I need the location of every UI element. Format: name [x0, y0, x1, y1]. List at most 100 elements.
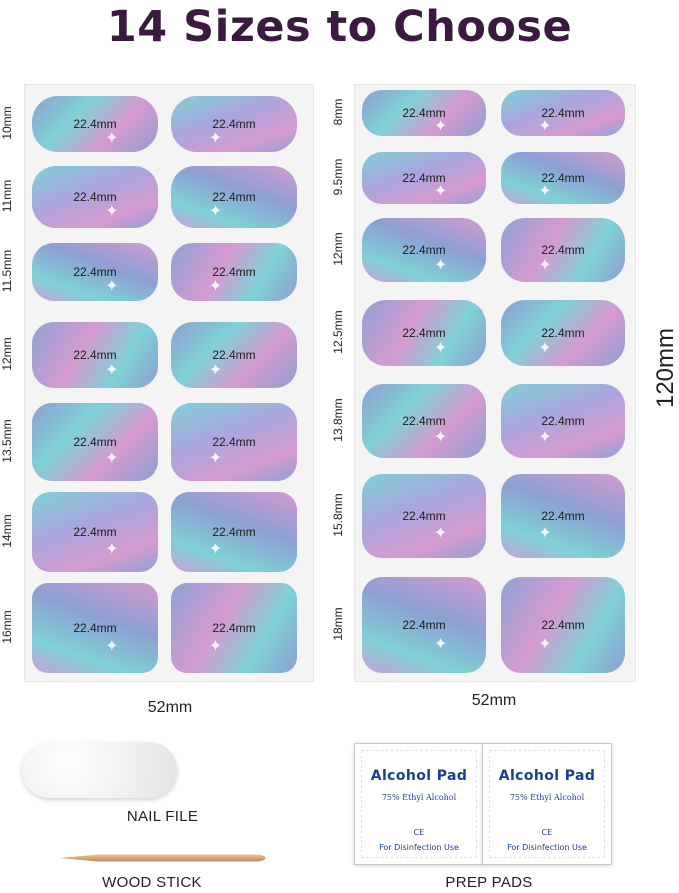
nail-swirl-pattern — [32, 322, 158, 388]
nail-swirl-pattern — [171, 96, 297, 152]
nail-swirl-pattern — [171, 492, 297, 572]
nail-swirl-pattern — [32, 96, 158, 152]
right-nail-sticker: ✦ 22.4mm — [362, 218, 486, 282]
alcohol-pad-title: Alcohol Pad — [498, 768, 596, 784]
sparkle-icon: ✦ — [538, 428, 552, 446]
left-nail-sticker: ✦ 22.4mm — [171, 492, 297, 572]
sparkle-icon: ✦ — [208, 450, 223, 468]
nail-size-label: 22.4mm — [541, 326, 585, 340]
right-nail-sticker: ✦ 22.4mm — [501, 384, 625, 458]
nail-file-image — [22, 742, 177, 798]
alcohol-pad-subtitle: 75% Ethyl Alcohol — [381, 793, 457, 802]
sparkle-icon: ✦ — [538, 183, 552, 201]
left-nail-sticker: ✦ 22.4mm — [32, 243, 158, 301]
nail-size-label: 22.4mm — [73, 435, 117, 449]
sparkle-icon: ✦ — [105, 637, 119, 655]
nail-swirl-pattern — [32, 583, 158, 673]
sparkle-icon: ✦ — [105, 450, 119, 468]
ce-mark: CE — [541, 828, 553, 837]
nail-size-label: 22.4mm — [402, 414, 446, 428]
right-nail-sticker: ✦ 22.4mm — [501, 474, 625, 558]
left-row-label: 13.5mm — [0, 419, 14, 463]
sparkle-icon: ✦ — [208, 277, 223, 295]
right-row-label: 18mm — [331, 607, 345, 641]
left-row-label: 14mm — [0, 514, 14, 548]
nail-swirl-pattern — [171, 243, 297, 301]
nail-size-label: 22.4mm — [212, 265, 256, 279]
right-nail-sticker: ✦ 22.4mm — [501, 152, 625, 204]
nail-swirl-pattern — [362, 218, 486, 282]
sparkle-icon: ✦ — [538, 525, 552, 543]
nail-size-label: 22.4mm — [73, 190, 117, 204]
sparkle-icon: ✦ — [433, 183, 448, 201]
left-nail-sticker: ✦ 22.4mm — [171, 243, 297, 301]
nail-swirl-pattern — [362, 474, 486, 558]
right-nail-sticker: ✦ 22.4mm — [362, 300, 486, 366]
nail-swirl-pattern — [501, 577, 625, 673]
left-nail-sticker: ✦ 22.4mm — [171, 322, 297, 388]
sparkle-icon: ✦ — [208, 203, 223, 221]
prep-pads-caption: PREP PADS — [445, 874, 533, 891]
sparkle-icon: ✦ — [208, 129, 223, 147]
nail-size-label: 22.4mm — [541, 243, 585, 257]
nail-swirl-pattern — [32, 492, 158, 572]
nail-swirl-pattern — [501, 300, 625, 366]
nail-size-label: 22.4mm — [73, 265, 117, 279]
left-row-label: 11mm — [0, 179, 14, 213]
nail-size-label: 22.4mm — [541, 106, 585, 120]
right-nail-sticker: ✦ 22.4mm — [501, 577, 625, 673]
left-nail-sticker: ✦ 22.4mm — [32, 403, 158, 481]
nail-size-label: 22.4mm — [402, 326, 446, 340]
left-nail-sticker: ✦ 22.4mm — [32, 583, 158, 673]
sparkle-icon: ✦ — [433, 428, 448, 446]
left-nail-sticker: ✦ 22.4mm — [32, 322, 158, 388]
nail-size-label: 22.4mm — [73, 621, 117, 635]
sparkle-icon: ✦ — [433, 256, 448, 274]
nail-size-label: 22.4mm — [212, 348, 256, 362]
alcohol-pad-footer: For Disinfection Use — [379, 843, 459, 852]
nail-size-label: 22.4mm — [541, 171, 585, 185]
sparkle-icon: ✦ — [433, 117, 448, 135]
right-sheet-height-label: 120mm — [652, 327, 679, 409]
right-nail-sticker: ✦ 22.4mm — [362, 474, 486, 558]
nail-swirl-pattern — [171, 403, 297, 481]
right-nail-sticker: ✦ 22.4mm — [362, 152, 486, 204]
nail-swirl-pattern — [362, 300, 486, 366]
nail-size-label: 22.4mm — [212, 190, 256, 204]
sparkle-icon: ✦ — [538, 256, 552, 274]
sparkle-icon: ✦ — [433, 635, 448, 653]
nail-swirl-pattern — [32, 403, 158, 481]
right-nail-sticker: ✦ 22.4mm — [362, 577, 486, 673]
nail-swirl-pattern — [501, 474, 625, 558]
nail-size-label: 22.4mm — [402, 243, 446, 257]
left-row-label: 12mm — [0, 337, 14, 371]
nail-swirl-pattern — [171, 322, 297, 388]
right-row-label: 12mm — [331, 232, 345, 266]
left-row-label: 16mm — [0, 610, 14, 644]
sparkle-icon: ✦ — [538, 117, 552, 135]
left-nail-sticker: ✦ 22.4mm — [32, 492, 158, 572]
sparkle-icon: ✦ — [433, 339, 448, 357]
pad-texture — [361, 750, 477, 858]
nail-swirl-pattern — [362, 152, 486, 204]
nail-swirl-pattern — [501, 218, 625, 282]
nail-swirl-pattern — [362, 90, 486, 136]
nail-swirl-pattern — [32, 243, 158, 301]
left-nail-sticker: ✦ 22.4mm — [32, 96, 158, 152]
right-nail-sticker: ✦ 22.4mm — [362, 384, 486, 458]
right-nail-sticker: ✦ 22.4mm — [501, 218, 625, 282]
sparkle-icon: ✦ — [208, 540, 223, 558]
left-sheet-width-label: 52mm — [147, 699, 193, 716]
alcohol-pad-subtitle: 75% Ethyl Alcohol — [509, 793, 585, 802]
sparkle-icon: ✦ — [105, 129, 119, 147]
sparkle-icon: ✦ — [538, 635, 552, 653]
alcohol-pad-footer: For Disinfection Use — [507, 843, 587, 852]
right-row-label: 9.5mm — [331, 158, 345, 196]
nail-size-label: 22.4mm — [402, 509, 446, 523]
wood-stick-caption: WOOD STICK — [102, 874, 202, 891]
alcohol-pad-right: Alcohol Pad 75% Ethyl Alcohol CE For Dis… — [482, 743, 612, 865]
sparkle-icon: ✦ — [105, 361, 119, 379]
nail-size-label: 22.4mm — [212, 621, 256, 635]
right-row-label: 13.8mm — [331, 398, 345, 442]
nail-swirl-pattern — [501, 152, 625, 204]
